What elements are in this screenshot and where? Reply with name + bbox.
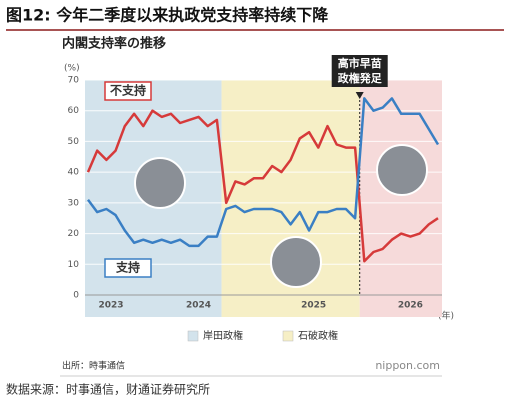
y-tick-label: 50: [68, 137, 80, 147]
brand: nippon.com: [375, 359, 440, 372]
y-unit: (%): [64, 64, 80, 74]
y-tick-label: 60: [68, 106, 80, 116]
x-unit: (年): [438, 310, 454, 322]
y-tick-label: 10: [68, 260, 80, 270]
page-title: 图12: 今年二季度以来执政党支持率持续下降: [6, 6, 329, 25]
y-tick-label: 20: [68, 229, 80, 239]
annotation-text: 高市早苗: [338, 56, 382, 70]
annotation-text: 政権発足: [338, 71, 383, 85]
portrait: [270, 236, 322, 288]
chart-source: 出所：時事通信: [62, 360, 125, 372]
period-shade: [359, 80, 442, 317]
y-tick-label: 70: [68, 76, 80, 86]
series-line: [86, 97, 440, 248]
legend-swatch: [187, 330, 199, 342]
x-tick-label: 2026: [398, 301, 423, 311]
x-tick-label: 2024: [186, 301, 211, 311]
y-tick-label: 30: [68, 198, 80, 208]
portrait: [376, 144, 428, 196]
y-tick-label: 40: [68, 168, 80, 178]
series-label: 不支持: [110, 83, 146, 98]
series-line: [86, 109, 439, 263]
portrait: [134, 157, 186, 209]
legend-swatch: [282, 330, 294, 342]
series-label-box: [104, 81, 152, 101]
legend-label: 石破政権: [298, 329, 338, 342]
footer-source: 数据来源：时事通信，财通证券研究所: [6, 382, 210, 397]
series-label: 支持: [115, 260, 140, 275]
x-tick-label: 2023: [98, 301, 123, 311]
chart-title: 内閣支持率の推移: [62, 36, 166, 52]
x-tick-label: 2025: [301, 301, 326, 311]
series-label-box: [104, 258, 152, 278]
annotation-arrow: [355, 92, 364, 99]
y-tick-label: 0: [73, 291, 79, 301]
annotation-box: [331, 55, 388, 87]
legend-label: 岸田政権: [203, 329, 243, 342]
